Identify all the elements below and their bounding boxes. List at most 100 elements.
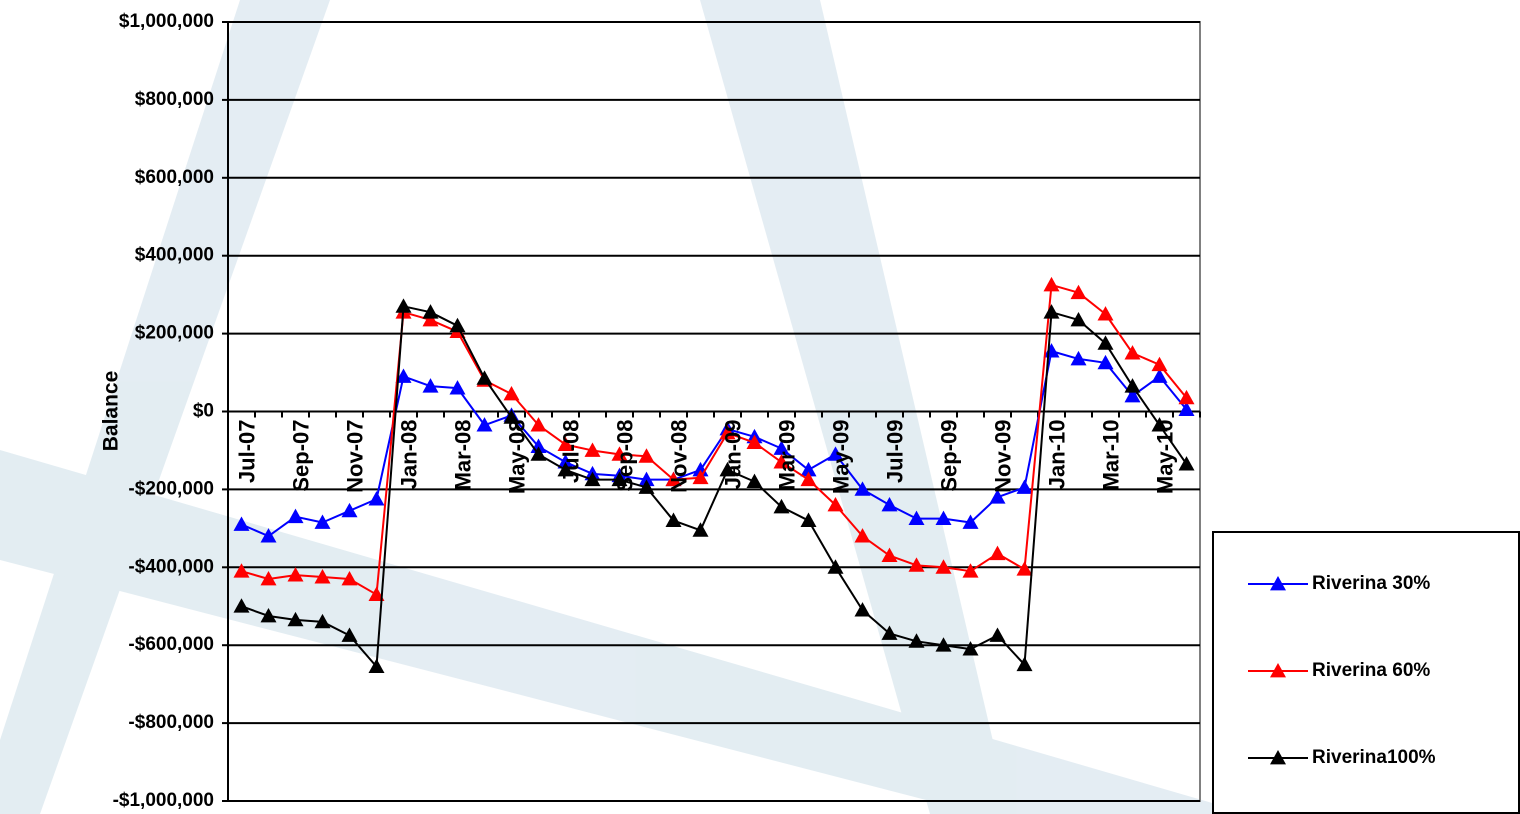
series — [233, 276, 1195, 601]
marker — [476, 417, 493, 432]
marker — [665, 512, 682, 527]
series — [233, 298, 1195, 674]
marker — [395, 298, 412, 313]
marker — [422, 311, 439, 327]
marker — [989, 545, 1006, 561]
marker — [1097, 335, 1114, 350]
marker — [557, 454, 574, 469]
marker — [962, 514, 979, 529]
marker — [773, 440, 790, 455]
marker — [395, 368, 412, 383]
x-tick-label: Mar-08 — [450, 420, 475, 491]
x-tick-label: Nov-08 — [666, 420, 691, 493]
marker — [1124, 378, 1141, 393]
marker — [989, 627, 1006, 642]
marker — [854, 602, 871, 617]
marker — [638, 479, 655, 494]
marker — [557, 461, 574, 477]
x-tick-label: Jul-07 — [234, 420, 259, 484]
marker — [638, 471, 655, 487]
marker — [368, 586, 385, 601]
x-tick-label: Jan-08 — [396, 420, 421, 490]
x-tick-label: Sep-07 — [288, 420, 313, 492]
legend — [1212, 531, 1520, 814]
y-tick-label: $400,000 — [135, 245, 214, 266]
marker — [935, 559, 952, 574]
marker — [908, 510, 925, 526]
x-tick-label: Jan-10 — [1044, 420, 1069, 490]
legend-label: Riverina 30% — [1312, 573, 1430, 594]
marker — [260, 570, 277, 586]
y-tick-label: $200,000 — [135, 323, 214, 344]
marker — [1151, 356, 1168, 372]
line — [241, 305, 1188, 668]
marker — [287, 567, 304, 582]
marker — [827, 559, 844, 574]
marker — [314, 569, 331, 584]
marker — [287, 508, 304, 524]
marker — [935, 637, 952, 652]
y-tick-label: $1,000,000 — [119, 11, 214, 32]
legend-marker — [1270, 576, 1286, 591]
marker — [1097, 354, 1114, 370]
x-tick-label: May-09 — [828, 420, 853, 495]
marker — [881, 496, 898, 512]
marker — [1043, 276, 1060, 292]
y-tick-label: -$200,000 — [128, 478, 214, 499]
x-tick-label: May-08 — [504, 420, 529, 495]
marker — [800, 512, 817, 527]
x-tick-label: Nov-09 — [990, 420, 1015, 493]
marker — [800, 471, 817, 487]
marker — [530, 446, 547, 461]
marker — [1178, 456, 1195, 471]
marker — [746, 434, 763, 450]
marker — [1151, 368, 1168, 383]
marker — [719, 461, 736, 477]
marker — [611, 471, 628, 487]
marker — [422, 378, 439, 393]
y-tick-label: -$600,000 — [128, 634, 214, 655]
x-tick-label: May-10 — [1152, 420, 1177, 495]
marker — [854, 528, 871, 543]
marker — [665, 471, 682, 487]
y-tick-label: -$800,000 — [128, 712, 214, 733]
marker — [314, 514, 331, 529]
marker — [962, 641, 979, 656]
marker — [1043, 304, 1060, 319]
legend-marker — [1270, 663, 1286, 678]
marker — [341, 627, 358, 642]
marker — [908, 557, 925, 572]
legend-marker — [1270, 750, 1286, 765]
marker — [881, 625, 898, 640]
marker — [503, 385, 520, 401]
marker — [800, 461, 817, 477]
series — [233, 343, 1195, 543]
marker — [1016, 479, 1033, 494]
marker — [692, 469, 709, 485]
marker — [1016, 656, 1033, 672]
marker — [476, 370, 493, 385]
marker — [908, 633, 925, 648]
y-tick-label: -$1,000,000 — [113, 790, 214, 811]
marker — [584, 442, 601, 457]
marker — [611, 446, 628, 461]
marker — [233, 563, 250, 578]
x-tick-label: Nov-07 — [342, 420, 367, 493]
marker — [692, 522, 709, 537]
marker — [503, 409, 520, 424]
marker — [827, 496, 844, 512]
marker — [989, 489, 1006, 504]
marker — [638, 448, 655, 463]
marker — [341, 570, 358, 586]
marker — [1070, 311, 1087, 327]
marker — [1124, 387, 1141, 403]
marker — [1016, 561, 1033, 576]
marker — [287, 611, 304, 627]
x-tick-label: Jul-08 — [558, 420, 583, 484]
x-tick-label: Sep-09 — [936, 420, 961, 492]
y-tick-label: $800,000 — [135, 89, 214, 110]
marker — [1124, 345, 1141, 360]
marker — [368, 491, 385, 506]
marker — [449, 317, 466, 333]
